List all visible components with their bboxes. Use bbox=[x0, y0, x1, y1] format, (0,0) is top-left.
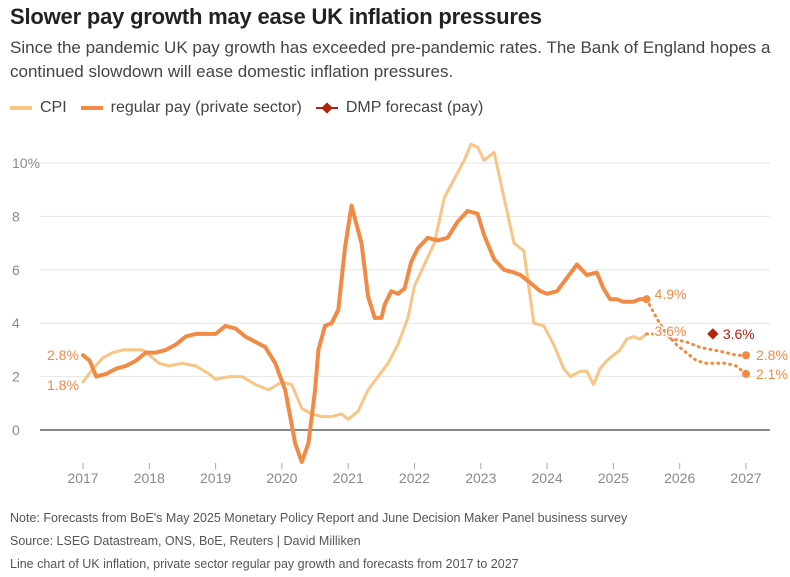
y-tick-label: 2 bbox=[12, 369, 20, 385]
cpi-forecast-line bbox=[645, 332, 748, 357]
chart-subtitle: Since the pandemic UK pay growth has exc… bbox=[10, 38, 771, 81]
x-tick-label: 2019 bbox=[200, 470, 231, 486]
x-tick-label: 2020 bbox=[266, 470, 297, 486]
line-chart: 0 2 4 6 8 10% 2017 2018 2019 2020 2021 2022 2023 2024… bbox=[12, 142, 789, 486]
legend-dmp-swatch bbox=[315, 102, 338, 114]
annotation-label: 2.1% bbox=[756, 366, 788, 382]
dmp-forecast-point bbox=[707, 328, 719, 340]
y-tick-label: 8 bbox=[12, 208, 20, 224]
y-tick-label: 4 bbox=[12, 315, 20, 331]
x-tick-label: 2022 bbox=[399, 470, 430, 486]
x-tick-label: 2025 bbox=[598, 470, 629, 486]
annotation-label: 3.6% bbox=[723, 326, 755, 342]
annotation-label: 2.8% bbox=[47, 347, 79, 363]
legend-item-dmp: DMP forecast (pay) bbox=[315, 99, 484, 117]
legend-dmp-label: DMP forecast (pay) bbox=[345, 99, 484, 116]
y-tick-label: 0 bbox=[12, 422, 20, 438]
annotation-label: 1.8% bbox=[47, 377, 79, 393]
x-tick-label: 2023 bbox=[465, 470, 496, 486]
pay-last-point bbox=[642, 295, 651, 304]
legend-cpi-swatch bbox=[10, 106, 32, 110]
chart-note: Note: Forecasts from BoE's May 2025 Mone… bbox=[10, 511, 628, 525]
chart-caption: Line chart of UK inflation, private sect… bbox=[10, 557, 519, 571]
pay-forecast-end-point bbox=[742, 369, 750, 378]
y-tick-label: 10% bbox=[12, 155, 40, 171]
annotation-label: 3.6% bbox=[655, 323, 687, 339]
cpi-forecast-end-point bbox=[742, 351, 750, 360]
legend-cpi-label: CPI bbox=[40, 99, 67, 116]
cpi-series-line bbox=[81, 142, 648, 421]
x-tick-label: 2017 bbox=[67, 470, 98, 486]
annotation-label: 4.9% bbox=[655, 286, 687, 302]
x-tick-label: 2024 bbox=[532, 470, 563, 486]
x-tick-label: 2021 bbox=[333, 470, 364, 486]
chart-title: Slower pay growth may ease UK inflation … bbox=[10, 4, 542, 29]
annotation-label: 2.8% bbox=[756, 347, 788, 363]
pay-series-line bbox=[81, 203, 649, 464]
y-tick-label: 6 bbox=[12, 262, 20, 278]
chart-source: Source: LSEG Datastream, ONS, BoE, Reute… bbox=[10, 534, 361, 548]
pay-forecast-line bbox=[645, 297, 748, 376]
legend-pay-label: regular pay (private sector) bbox=[110, 99, 302, 116]
x-tick-label: 2027 bbox=[730, 470, 761, 486]
x-tick-label: 2026 bbox=[664, 470, 695, 486]
legend-item-pay: regular pay (private sector) bbox=[80, 99, 302, 117]
legend-item-cpi: CPI bbox=[10, 99, 67, 117]
x-tick-label: 2018 bbox=[134, 470, 165, 486]
legend-pay-swatch bbox=[80, 106, 103, 110]
legend: CPI regular pay (private sector) DMP for… bbox=[10, 99, 497, 117]
